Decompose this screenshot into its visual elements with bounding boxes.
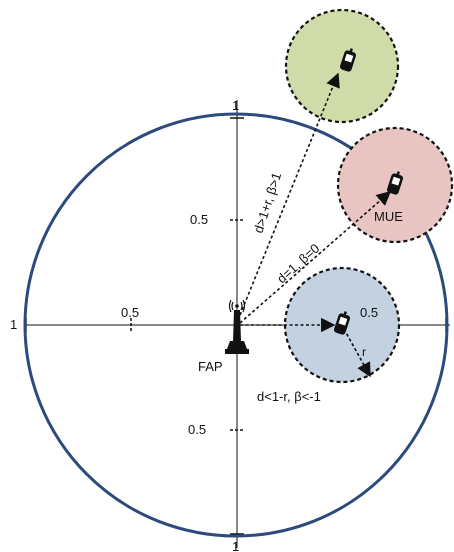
outside-ue-mobile-phone-icon: [339, 48, 357, 72]
arrow-to-boundary-ue: [239, 191, 392, 324]
fap-antenna-tower-icon: [225, 299, 249, 354]
fap-label: FAP: [198, 359, 223, 374]
axis-label-right-half: 0.5: [360, 305, 378, 320]
axis-label-left: 1: [10, 317, 17, 332]
radius-label: r: [362, 345, 366, 359]
axis-label-top: 1: [232, 98, 239, 113]
inside-ue-mobile-phone-icon: [333, 311, 351, 335]
axis-label-bottom: 1: [232, 539, 239, 552]
axis-label-lower-half: 0.5: [188, 422, 206, 437]
outside-case-label: d>1+r, β>1: [251, 171, 285, 235]
unit-coverage-circle: [23, 112, 449, 538]
radius-arrow: [343, 328, 371, 378]
axis-label-upper-half: 0.5: [190, 212, 208, 227]
mue-label: MUE: [374, 209, 403, 224]
arrow-to-outside-ue: [237, 72, 340, 321]
inside-case-label: d<1-r, β<-1: [257, 389, 321, 404]
boundary-ue-mobile-phone-icon: [386, 171, 404, 195]
axis-label-left-half: 0.5: [121, 305, 139, 320]
